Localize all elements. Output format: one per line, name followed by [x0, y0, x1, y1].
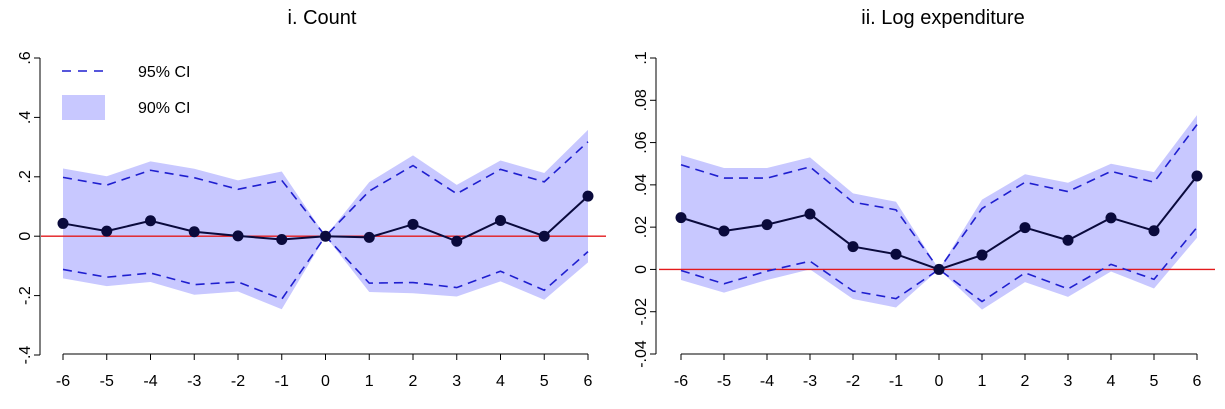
- estimate-point: [1105, 212, 1117, 224]
- ci90-band: [63, 129, 588, 310]
- x-tick-label: 0: [321, 373, 330, 390]
- legend-ci90-swatch: [62, 95, 105, 120]
- x-tick-label: 2: [409, 373, 418, 390]
- x-tick-label: -4: [143, 373, 157, 390]
- estimate-point: [890, 248, 902, 260]
- estimate-point: [276, 233, 288, 245]
- estimate-point: [847, 241, 859, 253]
- x-tick-label: -2: [231, 373, 245, 390]
- panel-log-expenditure: ii. Log expenditure -.04 -.02 0 .02 .04 .06 .08…: [633, 7, 1215, 390]
- estimate-point: [933, 263, 945, 275]
- y-tick-label: -.04: [633, 340, 650, 368]
- estimate-point: [451, 235, 463, 247]
- estimate-point: [1019, 222, 1031, 234]
- legend: 95% CI 90% CI: [62, 64, 190, 120]
- estimate-point: [761, 219, 773, 231]
- x-tick-label: -5: [100, 373, 114, 390]
- y-tick-label: -.2: [17, 286, 34, 305]
- x-tick-label: 0: [935, 373, 944, 390]
- y-tick-label: -.4: [17, 346, 34, 365]
- estimate-point: [1191, 170, 1203, 182]
- x-tick-label: 1: [365, 373, 374, 390]
- x-tick-label: 5: [1150, 373, 1159, 390]
- x-tick-label: -3: [803, 373, 817, 390]
- x-tick-label: -6: [56, 373, 70, 390]
- y-tick-label: .06: [633, 131, 650, 153]
- y-tick-label: .08: [633, 89, 650, 111]
- y-tick-label: .6: [17, 51, 34, 64]
- y-tick-label: -.02: [633, 298, 650, 326]
- estimate-point: [188, 226, 200, 238]
- legend-ci90-label: 90% CI: [138, 100, 190, 117]
- x-tick-label: 3: [1064, 373, 1073, 390]
- x-tick-label: -5: [717, 373, 731, 390]
- estimate-point: [538, 230, 550, 242]
- x-tick-label: 3: [452, 373, 461, 390]
- ci90-band: [681, 115, 1197, 310]
- estimate-point: [976, 249, 988, 261]
- x-tick-label: -4: [760, 373, 774, 390]
- y-tick-label: .1: [633, 51, 650, 64]
- estimate-point: [675, 212, 687, 224]
- chart-title: i. Count: [288, 7, 357, 29]
- estimate-point: [582, 190, 594, 202]
- y-tick-label: 0: [633, 265, 650, 274]
- ci95-lower-line: [680, 226, 1198, 303]
- estimate-point: [1062, 234, 1074, 246]
- estimate-point: [145, 215, 156, 227]
- x-tick-label: 4: [1107, 373, 1116, 390]
- y-tick-label: .4: [17, 111, 34, 124]
- x-tick-label: -3: [187, 373, 201, 390]
- x-tick-label: -6: [674, 373, 688, 390]
- x-tick-label: 5: [540, 373, 549, 390]
- x-tick-label: 4: [496, 373, 505, 390]
- x-tick-label: 6: [584, 373, 593, 390]
- y-tick-label: .02: [633, 216, 650, 238]
- estimate-point: [495, 214, 506, 226]
- estimate-point: [407, 218, 419, 230]
- legend-ci95-label: 95% CI: [138, 64, 190, 81]
- estimate-point: [363, 231, 375, 243]
- estimate-point: [1148, 225, 1160, 237]
- y-tick-label: 0: [17, 232, 34, 241]
- x-tick-label: -2: [846, 373, 860, 390]
- y-tick-label: .04: [633, 174, 650, 196]
- ci95-upper-line: [62, 141, 589, 238]
- panel-count: i. Count -.4 -.2 0 .2 .4 .6 -6 -5 -4 -3 -2 -1 0 1 2 3 4 5 6…: [17, 7, 606, 390]
- estimate-point: [101, 225, 113, 237]
- estimate-point: [804, 208, 816, 220]
- x-tick-label: 2: [1021, 373, 1030, 390]
- x-tick-label: -1: [275, 373, 289, 390]
- estimate-point: [232, 230, 244, 242]
- chart-title: ii. Log expenditure: [861, 7, 1024, 29]
- y-tick-label: .2: [17, 170, 34, 183]
- estimate-point: [718, 225, 730, 237]
- x-tick-label: -1: [889, 373, 903, 390]
- estimate-point: [320, 230, 331, 242]
- x-tick-label: 1: [978, 373, 987, 390]
- x-tick-label: 6: [1193, 373, 1202, 390]
- estimate-point: [57, 217, 69, 229]
